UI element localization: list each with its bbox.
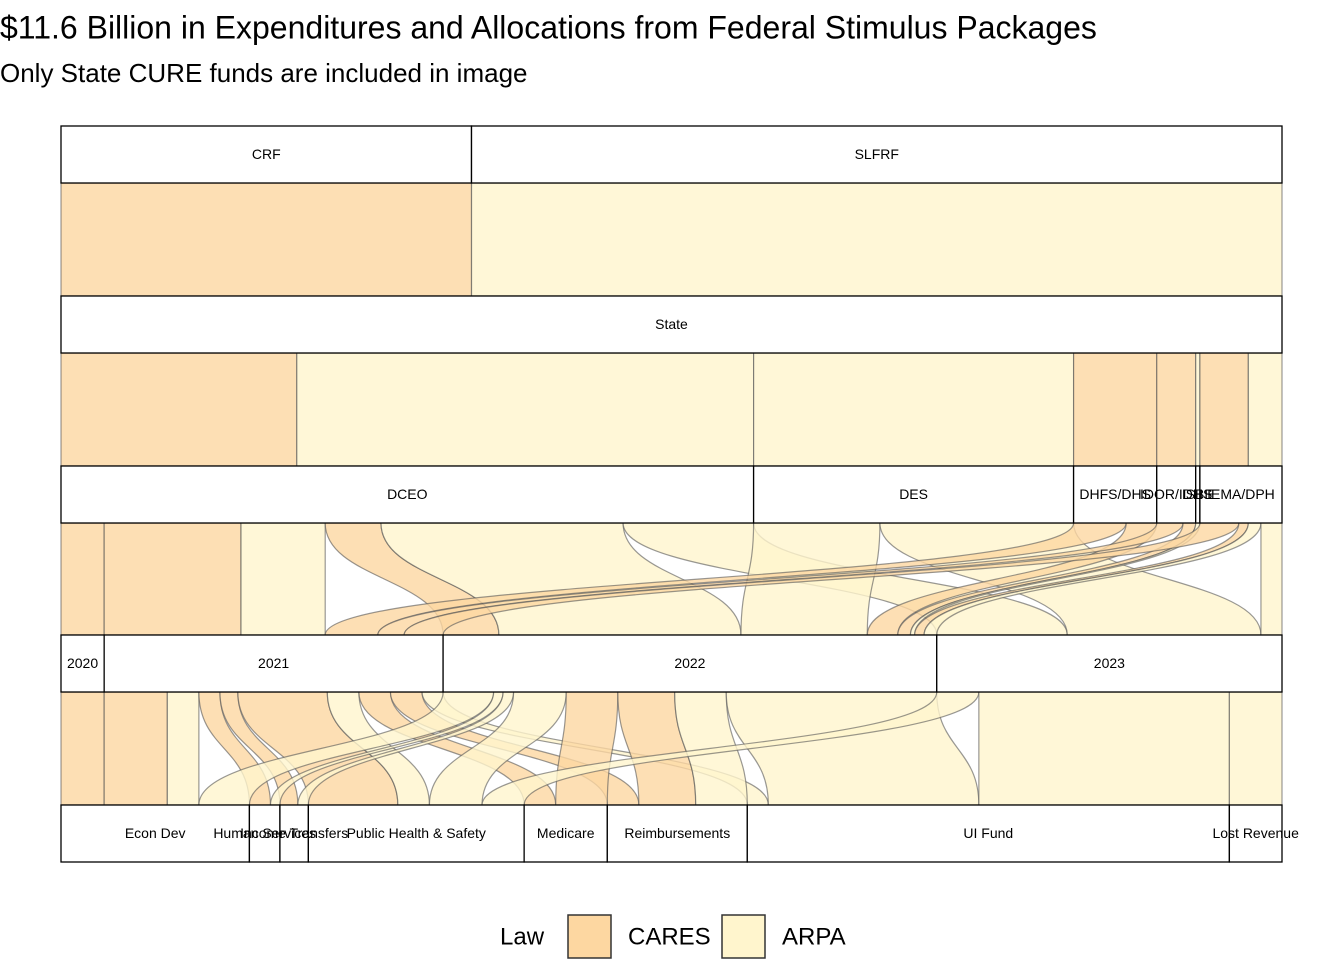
flow	[60, 522, 105, 636]
stratum-label: Reimbursements	[624, 825, 730, 841]
stratum-label: ISBE	[1182, 486, 1214, 502]
flow	[60, 352, 298, 467]
legend: Law CARES ARPA	[500, 914, 846, 959]
stratum	[307, 804, 525, 863]
flow	[1199, 352, 1249, 467]
flow	[1228, 691, 1283, 806]
stratum-label: DHFS/DHS	[1079, 486, 1151, 502]
stratum-label: Public Health & Safety	[347, 825, 486, 841]
stratum-label: Human Services	[213, 825, 316, 841]
flow	[1247, 352, 1283, 467]
stratum	[746, 804, 1231, 863]
flow	[166, 691, 200, 806]
stratum-label: Medicare	[537, 825, 595, 841]
flow	[60, 691, 105, 806]
stratum-label: State	[655, 316, 688, 332]
stratum	[1072, 465, 1158, 524]
stratum	[60, 634, 105, 693]
flow	[240, 522, 326, 636]
stratum-label: Income Transfers	[240, 825, 348, 841]
stratum-label: 2023	[1094, 655, 1125, 671]
chart-subtitle: Only State CURE funds are included in im…	[0, 58, 528, 88]
stratum	[523, 804, 608, 863]
stratum-label: 2022	[674, 655, 705, 671]
stratum	[752, 465, 1075, 524]
flow	[470, 182, 1283, 297]
stratum	[279, 804, 310, 863]
legend-title: Law	[500, 923, 545, 950]
flow	[103, 691, 168, 806]
stratum	[248, 804, 281, 863]
stratum-label: 2020	[67, 655, 98, 671]
stratum	[936, 634, 1283, 693]
stratum-label: DES	[899, 486, 928, 502]
stratum	[1228, 804, 1283, 863]
legend-swatch	[567, 914, 612, 959]
flow	[1260, 522, 1283, 636]
stratum	[1199, 465, 1283, 524]
legend-swatch	[721, 914, 766, 959]
flow	[753, 352, 1075, 467]
flow	[296, 352, 755, 467]
stratum	[60, 295, 1283, 354]
stratum	[103, 634, 444, 693]
stratum-label: CRF	[252, 146, 281, 162]
chart-title: $11.6 Billion in Expenditures and Alloca…	[0, 9, 1097, 45]
flow	[103, 522, 242, 636]
flow	[1156, 352, 1197, 467]
flow	[978, 691, 1230, 806]
flows	[60, 182, 1283, 806]
stratum-label: Lost Revenue	[1212, 825, 1299, 841]
stratum	[1156, 465, 1197, 524]
stratum-label: IDOR/IDHS	[1140, 486, 1212, 502]
stratum-label: SLFRF	[855, 146, 899, 162]
stratum-label: 2021	[258, 655, 289, 671]
stratum-label: Econ Dev	[125, 825, 186, 841]
strata: CRF SLFRF State DCEO DES DHFS/DHSIDOR/IDHSISB…	[60, 125, 1299, 863]
stratum	[60, 804, 251, 863]
legend-label: CARES	[628, 923, 711, 950]
stratum-label: DCEO	[387, 486, 428, 502]
stratum	[442, 634, 938, 693]
flow	[1195, 352, 1201, 467]
flow	[1072, 352, 1158, 467]
stratum	[470, 125, 1283, 184]
stratum	[60, 125, 473, 184]
stratum-label: UI Fund	[963, 825, 1013, 841]
legend-label: ARPA	[782, 923, 846, 950]
flow	[60, 182, 473, 297]
stratum-label: IEMA/DPH	[1207, 486, 1275, 502]
